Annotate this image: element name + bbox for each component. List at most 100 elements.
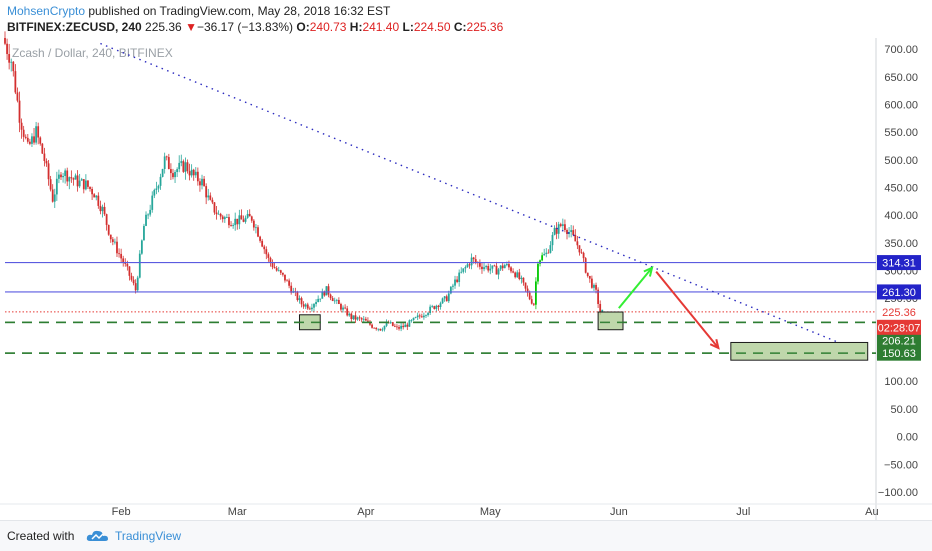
candle-body [155, 188, 158, 190]
candle-body [72, 178, 75, 180]
candle-body [43, 153, 46, 161]
candle-body [547, 252, 550, 254]
candle-body [514, 272, 517, 278]
candle-body [213, 202, 216, 213]
candle-body [373, 327, 376, 329]
candle-body [304, 304, 307, 307]
candle-body [335, 300, 338, 301]
candle-body [298, 298, 301, 301]
candle-body [491, 265, 494, 269]
candle-body [111, 239, 114, 243]
candle-body [76, 175, 79, 187]
candle-body [39, 137, 42, 144]
candle-body [458, 272, 461, 282]
candle-body [60, 174, 62, 178]
candle-body [178, 162, 181, 170]
candle-body [55, 178, 58, 195]
candle-body [161, 168, 164, 177]
price-chart[interactable]: 700.00 650.00 600.00 550.00 500.00 450.00 400.… [0, 0, 932, 520]
candle-body [311, 307, 313, 310]
candle-body [576, 241, 579, 246]
candle-body [308, 308, 311, 310]
candle-body [541, 255, 544, 261]
candle-body [423, 315, 425, 318]
candle-body [182, 161, 185, 172]
candle-body [66, 170, 69, 182]
candle-body [342, 307, 344, 310]
x-tick-label: May [480, 506, 501, 518]
candle-body [340, 304, 342, 310]
candle-body [95, 195, 98, 198]
candle-body [391, 322, 394, 326]
candle-body [464, 267, 467, 269]
candle-body [410, 320, 413, 321]
arrow-head [709, 339, 720, 350]
candle-body [6, 43, 8, 55]
candle-body [406, 324, 409, 327]
candle-body [205, 186, 208, 198]
candle-body [590, 278, 593, 288]
candle-body [449, 286, 452, 294]
high-value: 241.40 [362, 20, 400, 34]
candle-body [346, 308, 349, 316]
candle-body [381, 329, 384, 331]
candle-body [10, 61, 13, 63]
candle-body [501, 265, 504, 269]
candle-body [128, 266, 131, 276]
y-tick-label: 400.00 [884, 210, 918, 222]
candle-body [281, 272, 284, 275]
author-link[interactable]: MohsenCrypto [7, 4, 86, 18]
y-tick-label: −50.00 [884, 459, 918, 471]
candle-body [64, 170, 67, 177]
candle-body [163, 156, 166, 169]
candle-body [356, 317, 359, 320]
candle-body [49, 179, 52, 190]
open-value: 240.73 [309, 20, 347, 34]
candle-body [329, 294, 332, 299]
candle-body [120, 253, 123, 259]
candle-body [429, 306, 432, 314]
candle-body [559, 224, 562, 226]
candle-body [190, 169, 193, 176]
candle-body [497, 269, 500, 275]
candle-body [593, 284, 595, 288]
candle-body [505, 264, 508, 266]
candle-body [528, 292, 531, 300]
candle-body [493, 265, 496, 267]
candle-body [414, 317, 417, 318]
candle-body [420, 316, 423, 318]
candle-body [290, 285, 293, 293]
candle-body [89, 186, 91, 189]
candle-body [186, 162, 189, 172]
candle-body [555, 227, 558, 234]
candle-body [371, 324, 373, 328]
y-tick-label: −100.00 [878, 487, 918, 499]
candle-body [474, 259, 477, 263]
candle-body [358, 317, 361, 319]
candle-body [151, 195, 154, 210]
candle-body [551, 234, 554, 246]
candle-body [321, 291, 324, 299]
y-tick-label: 0.00 [897, 432, 918, 444]
candle-body [80, 179, 83, 181]
candle-body [586, 272, 589, 276]
symbol-label: BITFINEX:ZECUSD, 240 [7, 20, 146, 34]
countdown-tag [877, 319, 921, 335]
candle-body [354, 315, 357, 320]
candle-body [377, 328, 380, 330]
candle-body [279, 270, 282, 273]
created-with-text: Created with [7, 529, 75, 543]
candle-body [489, 268, 492, 271]
candle-body [138, 253, 141, 278]
low-value: 224.50 [413, 20, 451, 34]
candle-body [400, 325, 402, 329]
candle-body [418, 315, 421, 317]
candle-body [12, 61, 15, 72]
candle-body [599, 303, 602, 313]
candle-body [485, 266, 488, 268]
candle-body [393, 325, 396, 327]
tradingview-link[interactable]: TradingView [115, 529, 182, 543]
candle-body [236, 218, 239, 225]
candle-body [300, 298, 303, 305]
candle-body [549, 245, 552, 253]
